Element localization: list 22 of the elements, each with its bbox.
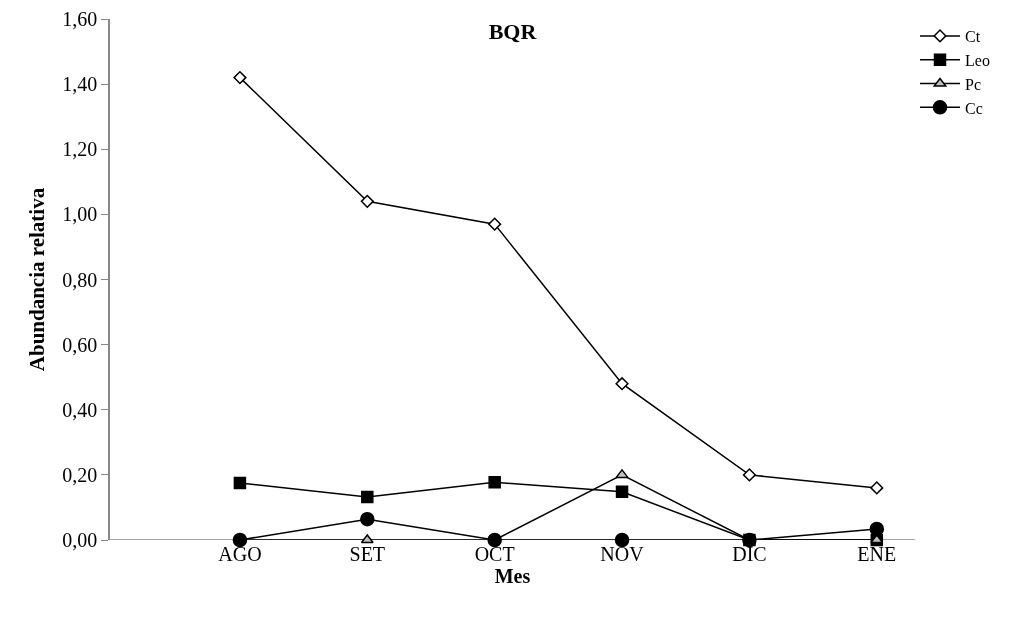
x-axis-title: Mes [494, 565, 531, 587]
legend-label: Ct [965, 28, 981, 46]
y-tick-label: 1,00 [62, 203, 98, 226]
y-tick-label: 0,20 [62, 463, 98, 486]
x-tick-label: ENE [857, 543, 897, 565]
y-tick-label: 0,80 [62, 268, 98, 291]
y-tick-label: 0,60 [62, 333, 98, 356]
x-tick-label: NOV [600, 543, 645, 565]
y-tick-label: 1,40 [62, 73, 98, 96]
y-axis-title: Abundancia relativa [24, 187, 49, 372]
legend-label: Pc [965, 75, 981, 93]
x-tick-label: DIC [732, 543, 767, 565]
chart-title: BQR [488, 18, 538, 44]
y-tick-label: 0,40 [62, 398, 98, 421]
x-tick-label: OCT [474, 543, 515, 565]
y-tick-label: 1,60 [62, 8, 98, 30]
legend-label: Cc [965, 99, 983, 117]
legend-label: Leo [965, 51, 990, 69]
x-tick-label: SET [349, 543, 386, 565]
x-tick-label: AGO [218, 543, 262, 565]
y-tick-label: 1,20 [62, 138, 98, 161]
y-tick-label: 0,00 [62, 529, 98, 551]
